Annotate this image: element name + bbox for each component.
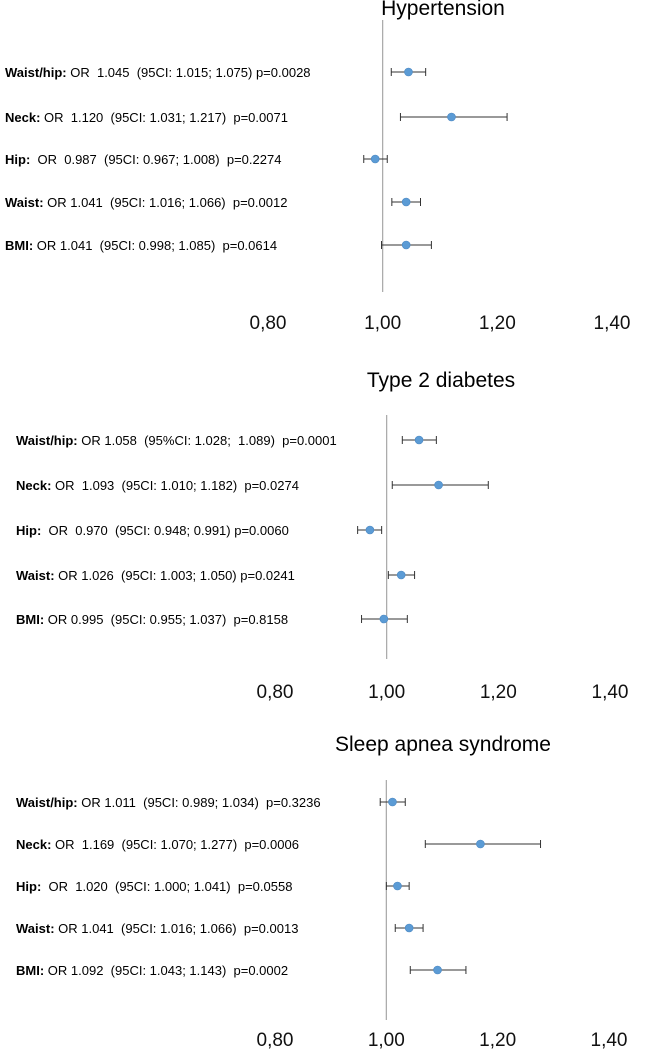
panel-2-row-label-stats: OR 1.093 (95CI: 1.010; 1.182) p=0.0274	[51, 478, 299, 493]
panel-3-row-label-name: Waist:	[16, 921, 55, 936]
panel-2-row-label: Neck: OR 1.093 (95CI: 1.010; 1.182) p=0.…	[16, 478, 299, 493]
panel-3-row-label-stats: OR 1.011 (95CI: 0.989; 1.034) p=0.3236	[78, 795, 321, 810]
panel-3-row-label: Neck: OR 1.169 (95CI: 1.070; 1.277) p=0.…	[16, 837, 299, 852]
panel-1-row-label-name: BMI:	[5, 238, 33, 253]
panel-2-row-label: BMI: OR 0.995 (95CI: 0.955; 1.037) p=0.8…	[16, 612, 288, 627]
panel-3-x-tick-label: 1,20	[479, 1030, 516, 1049]
panel-2-title: Type 2 diabetes	[367, 369, 515, 392]
panel-3-x-tick-label: 1,40	[591, 1030, 628, 1049]
panel-1-or-point	[401, 240, 411, 250]
panel-2-or-point	[396, 570, 406, 580]
panel-1-x-tick-label: 1,20	[479, 313, 516, 334]
panel-1-row-label-name: Waist/hip:	[5, 65, 67, 80]
panel-3-title: Sleep apnea syndrome	[335, 733, 551, 756]
panel-2-row-label-name: Waist:	[16, 568, 55, 583]
panel-2-x-tick-label: 1,20	[480, 682, 517, 703]
panel-3-row-label-stats: OR 1.169 (95CI: 1.070; 1.277) p=0.0006	[51, 837, 299, 852]
panel-2-row-label-name: Neck:	[16, 478, 51, 493]
panel-2-row-label-name: BMI:	[16, 612, 44, 627]
panel-2-row-label-stats: OR 1.026 (95CI: 1.003; 1.050) p=0.0241	[55, 568, 295, 583]
panel-3-x-tick-label: 1,00	[368, 1030, 405, 1049]
panel-3-x-tick-label: 0,80	[257, 1030, 294, 1049]
panel-2-row-label-name: Waist/hip:	[16, 433, 78, 448]
panel-2-row-label: Waist: OR 1.026 (95CI: 1.003; 1.050) p=0…	[16, 568, 295, 583]
panel-1-row-label-stats: OR 0.987 (95CI: 0.967; 1.008) p=0.2274	[30, 152, 281, 167]
panel-1-row-label-stats: OR 1.045 (95CI: 1.015; 1.075) p=0.0028	[67, 65, 311, 80]
panel-2-row-label-stats: OR 1.058 (95%CI: 1.028; 1.089) p=0.0001	[78, 433, 337, 448]
panel-1-x-tick-label: 1,00	[364, 313, 401, 334]
panel-2-or-point	[434, 480, 443, 490]
panel-1-x-tick-label: 0,80	[250, 313, 287, 334]
panel-1-row-label-name: Waist:	[5, 195, 44, 210]
panel-1-row-label: Waist/hip: OR 1.045 (95CI: 1.015; 1.075)…	[5, 65, 311, 80]
panel-3-row-label-name: Waist/hip:	[16, 795, 78, 810]
panel-1-row-label: BMI: OR 1.041 (95CI: 0.998; 1.085) p=0.0…	[5, 238, 277, 253]
panel-1-row-label-name: Neck:	[5, 110, 40, 125]
panel-1-title: Hypertension	[381, 0, 505, 20]
panel-3-row-label-name: BMI:	[16, 963, 44, 978]
panel-2-row-label-stats: OR 0.970 (95CI: 0.948; 0.991) p=0.0060	[41, 523, 289, 538]
panel-1-row-label-stats: OR 1.041 (95CI: 1.016; 1.066) p=0.0012	[44, 195, 288, 210]
panel-3-or-point	[388, 797, 397, 807]
panel-1-row-label-stats: OR 1.041 (95CI: 0.998; 1.085) p=0.0614	[33, 238, 277, 253]
panel-2-x-tick-label: 1,40	[592, 682, 629, 703]
panel-3-row-label: Waist/hip: OR 1.011 (95CI: 0.989; 1.034)…	[16, 795, 321, 810]
panel-1-or-point	[401, 197, 411, 207]
panel-2-row-label-name: Hip:	[16, 523, 41, 538]
panel-1-row-label: Hip: OR 0.987 (95CI: 0.967; 1.008) p=0.2…	[5, 152, 281, 167]
panel-1-or-point	[370, 154, 380, 164]
panel-2-or-point	[414, 435, 424, 445]
panel-1-row-label-stats: OR 1.120 (95CI: 1.031; 1.217) p=0.0071	[40, 110, 288, 125]
panel-1-x-tick-label: 1,40	[594, 313, 631, 334]
panel-3-row-label: Waist: OR 1.041 (95CI: 1.016; 1.066) p=0…	[16, 921, 298, 936]
panel-3-or-point	[393, 881, 402, 891]
panel-3-row-label-name: Neck:	[16, 837, 51, 852]
panel-2-row-label-stats: OR 0.995 (95CI: 0.955; 1.037) p=0.8158	[44, 612, 288, 627]
panel-2-or-point	[379, 614, 389, 624]
panel-1-or-point	[447, 112, 456, 122]
panel-3-row-label-stats: OR 1.020 (95CI: 1.000; 1.041) p=0.0558	[41, 879, 292, 894]
panel-2-x-tick-label: 0,80	[257, 682, 294, 703]
panel-2-row-label: Waist/hip: OR 1.058 (95%CI: 1.028; 1.089…	[16, 433, 337, 448]
panel-3-row-label-stats: OR 1.092 (95CI: 1.043; 1.143) p=0.0002	[44, 963, 288, 978]
panel-3-row-label-name: Hip:	[16, 879, 41, 894]
panel-3-row-label: BMI: OR 1.092 (95CI: 1.043; 1.143) p=0.0…	[16, 963, 288, 978]
panel-1-row-label-name: Hip:	[5, 152, 30, 167]
panel-3-or-point	[476, 839, 485, 849]
panel-1-row-label: Waist: OR 1.041 (95CI: 1.016; 1.066) p=0…	[5, 195, 287, 210]
panel-1-or-point	[404, 67, 413, 77]
panel-3-row-label-stats: OR 1.041 (95CI: 1.016; 1.066) p=0.0013	[55, 921, 299, 936]
panel-2-or-point	[365, 525, 375, 535]
panel-2-x-tick-label: 1,00	[368, 682, 405, 703]
panel-1-row-label: Neck: OR 1.120 (95CI: 1.031; 1.217) p=0.…	[5, 110, 288, 125]
panel-3-row-label: Hip: OR 1.020 (95CI: 1.000; 1.041) p=0.0…	[16, 879, 292, 894]
panel-3-or-point	[404, 923, 414, 933]
panel-3-or-point	[433, 965, 442, 975]
panel-2-row-label: Hip: OR 0.970 (95CI: 0.948; 0.991) p=0.0…	[16, 523, 289, 538]
